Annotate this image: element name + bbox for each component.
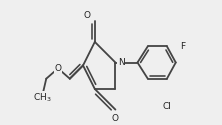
Text: Cl: Cl	[163, 102, 171, 111]
Text: O: O	[55, 64, 61, 73]
Text: N: N	[118, 58, 125, 67]
Text: F: F	[180, 42, 186, 51]
Text: O: O	[84, 11, 91, 20]
Text: O: O	[112, 114, 119, 123]
Text: CH$_3$: CH$_3$	[33, 92, 51, 104]
